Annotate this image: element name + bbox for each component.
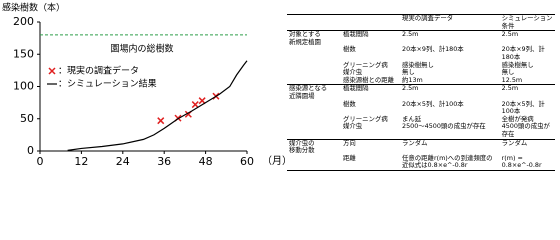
blank-cell — [287, 13, 341, 32]
table-cell: 4500頭の成虫が存在 — [501, 122, 550, 138]
group-cell — [287, 154, 341, 171]
data-point — [157, 117, 165, 125]
page: 感染樹数（本） （月） 0 50 100 150 200 0 12 24 36 48 60 園場内の総… — [2, 1, 555, 171]
line — [67, 60, 248, 151]
data-point — [198, 97, 206, 105]
table-cell: 20本×5列、計100本 — [402, 99, 464, 108]
x-tick-label: 48 — [199, 155, 213, 168]
group-cell — [287, 69, 341, 77]
x-tick-label: 0 — [37, 155, 44, 168]
reference-label-bg — [95, 42, 190, 55]
legend-label: ：シミュレーション結果 — [58, 78, 157, 90]
table-cell: 方向 — [341, 138, 400, 155]
table-row: グリーニング病 感染樹無し 感染樹無し — [287, 60, 555, 70]
table-cell: グリーニング病 — [343, 114, 388, 123]
legend-label: ：現実の調査データ — [58, 65, 139, 77]
group-label: 近隣園場 — [289, 91, 315, 100]
table-cell: 樹数 — [343, 99, 356, 108]
conditions-table: 現実の調査データ シミュレーション条件 対象とする 新規定植園 植栽間隔 2.5m 2.5m… — [287, 13, 555, 171]
group-label: 対象とする — [289, 30, 321, 39]
table-row: 感染源となる 近隣園場 植栽間隔 2.5m 2.5m — [287, 84, 555, 101]
group-cell: 対象とする 新規定植園 — [287, 30, 341, 47]
table-cell: 20本×5列、計100本 — [501, 99, 545, 116]
table-row: 媒介虫 無し 無し — [287, 69, 555, 77]
table-row: 樹数 20本×5列、計100本 20本×5列、計100本 — [287, 99, 555, 116]
table-row: 感染源樹との距離 約13m 12.5m — [287, 75, 555, 85]
table-cell: まん延 — [402, 114, 422, 123]
table-cell: 無し — [501, 68, 515, 77]
legend-marker — [48, 67, 56, 75]
marker — [198, 97, 206, 105]
table-cell: 12.5m — [501, 75, 523, 84]
table-cell: 樹数 — [343, 45, 356, 54]
group-label: 感染源となる — [289, 84, 328, 93]
y-tick-label: 200 — [13, 15, 34, 28]
header-cell: シミュレーション条件 — [499, 13, 555, 32]
marker — [191, 101, 199, 109]
table-cell: 感染樹無し — [501, 60, 534, 69]
table-cell: 2.5m — [499, 84, 555, 101]
group-cell — [287, 116, 341, 124]
y-axis-title: 感染樹数（本） — [2, 2, 65, 14]
table-cell: 無し — [402, 68, 415, 77]
table-row: 距離 任意の距離r(m)への到達頻度の近似式は0.8×e^-0.8r r(m) = … — [287, 154, 555, 171]
x-axis-title: （月） — [262, 155, 285, 167]
table-cell: 植栽間隔 — [341, 30, 400, 47]
table-cell: 2500～4500頭の成虫が存在 — [402, 122, 486, 131]
marker — [157, 117, 165, 125]
table-cell: r(m) = 0.8×e^-0.8r — [499, 154, 555, 171]
table-cell: 20本×9列、計180本 — [501, 45, 545, 61]
x-tick-label: 60 — [240, 155, 254, 168]
table-cell: 約13m — [402, 75, 423, 84]
table-cell: 媒介虫 — [343, 68, 363, 77]
x-tick-label: 12 — [74, 155, 88, 168]
x-tick-label: 24 — [116, 155, 130, 168]
table-cell: 感染源樹との距離 — [343, 75, 395, 84]
table-cell: ランダム — [400, 138, 500, 155]
table-cell: 植栽間隔 — [341, 84, 400, 101]
table-cell: 媒介虫 — [343, 122, 363, 131]
chart: 感染樹数（本） （月） 0 50 100 150 200 0 12 24 36 48 60 園場内の総… — [2, 2, 292, 169]
table-cell: 2.5m — [400, 30, 500, 47]
group-label: 移動分散 — [289, 146, 315, 155]
data-point — [191, 101, 199, 109]
legend-box — [43, 62, 153, 92]
blank-cell — [341, 13, 400, 32]
group-cell — [287, 46, 341, 61]
table-row: 媒介虫 2500～4500頭の成虫が存在 4500頭の成虫が存在 — [287, 123, 555, 139]
table-row: 媒介虫の 移動分散 方向 ランダム ランダム — [287, 138, 555, 155]
y-tick-label: 100 — [13, 80, 34, 93]
y-tick-label: 50 — [20, 112, 34, 125]
group-cell: 媒介虫の 移動分散 — [287, 138, 341, 155]
group-cell: 感染源となる 近隣園場 — [287, 84, 341, 101]
group-cell — [287, 123, 341, 139]
group-label: 新規定植園 — [289, 37, 321, 46]
y-tick-label: 150 — [13, 47, 34, 60]
table-cell: 2.5m — [499, 30, 555, 47]
group-label: 媒介虫の — [289, 138, 315, 147]
y-tick-label: 0 — [27, 144, 34, 157]
reference-label: 園場内の総樹数 — [110, 42, 173, 54]
table-cell: 20本×9列、計180本 — [402, 45, 464, 54]
header-row: 現実の調査データ シミュレーション条件 — [287, 13, 555, 32]
table-cell: 任意の距離r(m)への到達頻度の近似式は0.8×e^-0.8r — [400, 154, 500, 171]
table-cell: ランダム — [499, 138, 555, 155]
table-row: グリーニング病 まん延 全樹が発病 — [287, 114, 555, 124]
table-row: 対象とする 新規定植園 植栽間隔 2.5m 2.5m — [287, 30, 555, 47]
group-cell — [287, 101, 341, 116]
group-cell — [287, 62, 341, 70]
table-cell: 2.5m — [400, 84, 500, 101]
header-cell: 現実の調査データ — [400, 13, 500, 32]
table-cell: 感染樹無し — [402, 60, 434, 69]
table-cell: 距離 — [341, 154, 400, 171]
table-cell: グリーニング病 — [343, 60, 388, 69]
table-cell: 全樹が発病 — [501, 114, 534, 123]
table-row: 樹数 20本×9列、計180本 20本×9列、計180本 — [287, 46, 555, 61]
x-tick-label: 36 — [157, 155, 171, 168]
